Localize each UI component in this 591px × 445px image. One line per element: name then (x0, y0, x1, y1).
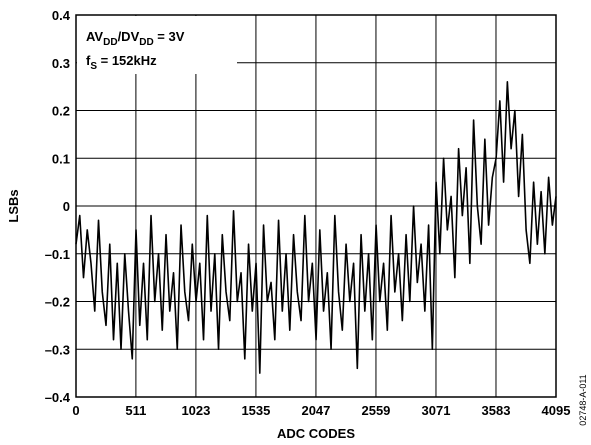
x-tick-label: 4095 (542, 403, 571, 418)
x-tick-label: 0 (72, 403, 79, 418)
x-tick-label: 2559 (361, 403, 390, 418)
annotation-text: = 152kHz (97, 53, 157, 68)
annotation-text: AV (86, 29, 103, 44)
x-tick-label: 3583 (482, 403, 511, 418)
annotation-subscript: S (90, 61, 97, 72)
annotation-text: = 3V (154, 29, 185, 44)
x-tick-label: 3071 (422, 403, 451, 418)
y-tick-label: –0.1 (45, 247, 70, 262)
y-tick-label: 0.2 (52, 104, 70, 119)
x-tick-label: 1535 (241, 403, 270, 418)
x-axis-label: ADC CODES (277, 426, 355, 441)
x-tick-label: 2047 (301, 403, 330, 418)
y-tick-label: 0.3 (52, 56, 70, 71)
figure-id: 02748-A-011 (578, 374, 588, 425)
y-tick-label: 0 (63, 199, 70, 214)
plot-frame (75, 14, 557, 398)
x-tick-label: 1023 (181, 403, 210, 418)
annotation-text: f (86, 53, 91, 68)
x-tick-label: 511 (125, 403, 146, 418)
annotation-text: /DV (118, 29, 140, 44)
annotation: fS = 152kHz (86, 53, 157, 72)
annotation-background (77, 16, 237, 74)
annotation-subscript: DD (139, 37, 153, 48)
y-tick-label: –0.4 (45, 390, 71, 405)
data-line (75, 81, 557, 374)
y-tick-label: 0.4 (52, 8, 71, 23)
y-axis-label: LSBs (6, 189, 21, 222)
y-tick-label: 0.1 (52, 151, 70, 166)
annotation: AVDD/DVDD = 3V (86, 29, 185, 48)
y-tick-label: –0.3 (45, 342, 70, 357)
y-tick-label: –0.2 (45, 295, 70, 310)
annotation-subscript: DD (103, 37, 117, 48)
